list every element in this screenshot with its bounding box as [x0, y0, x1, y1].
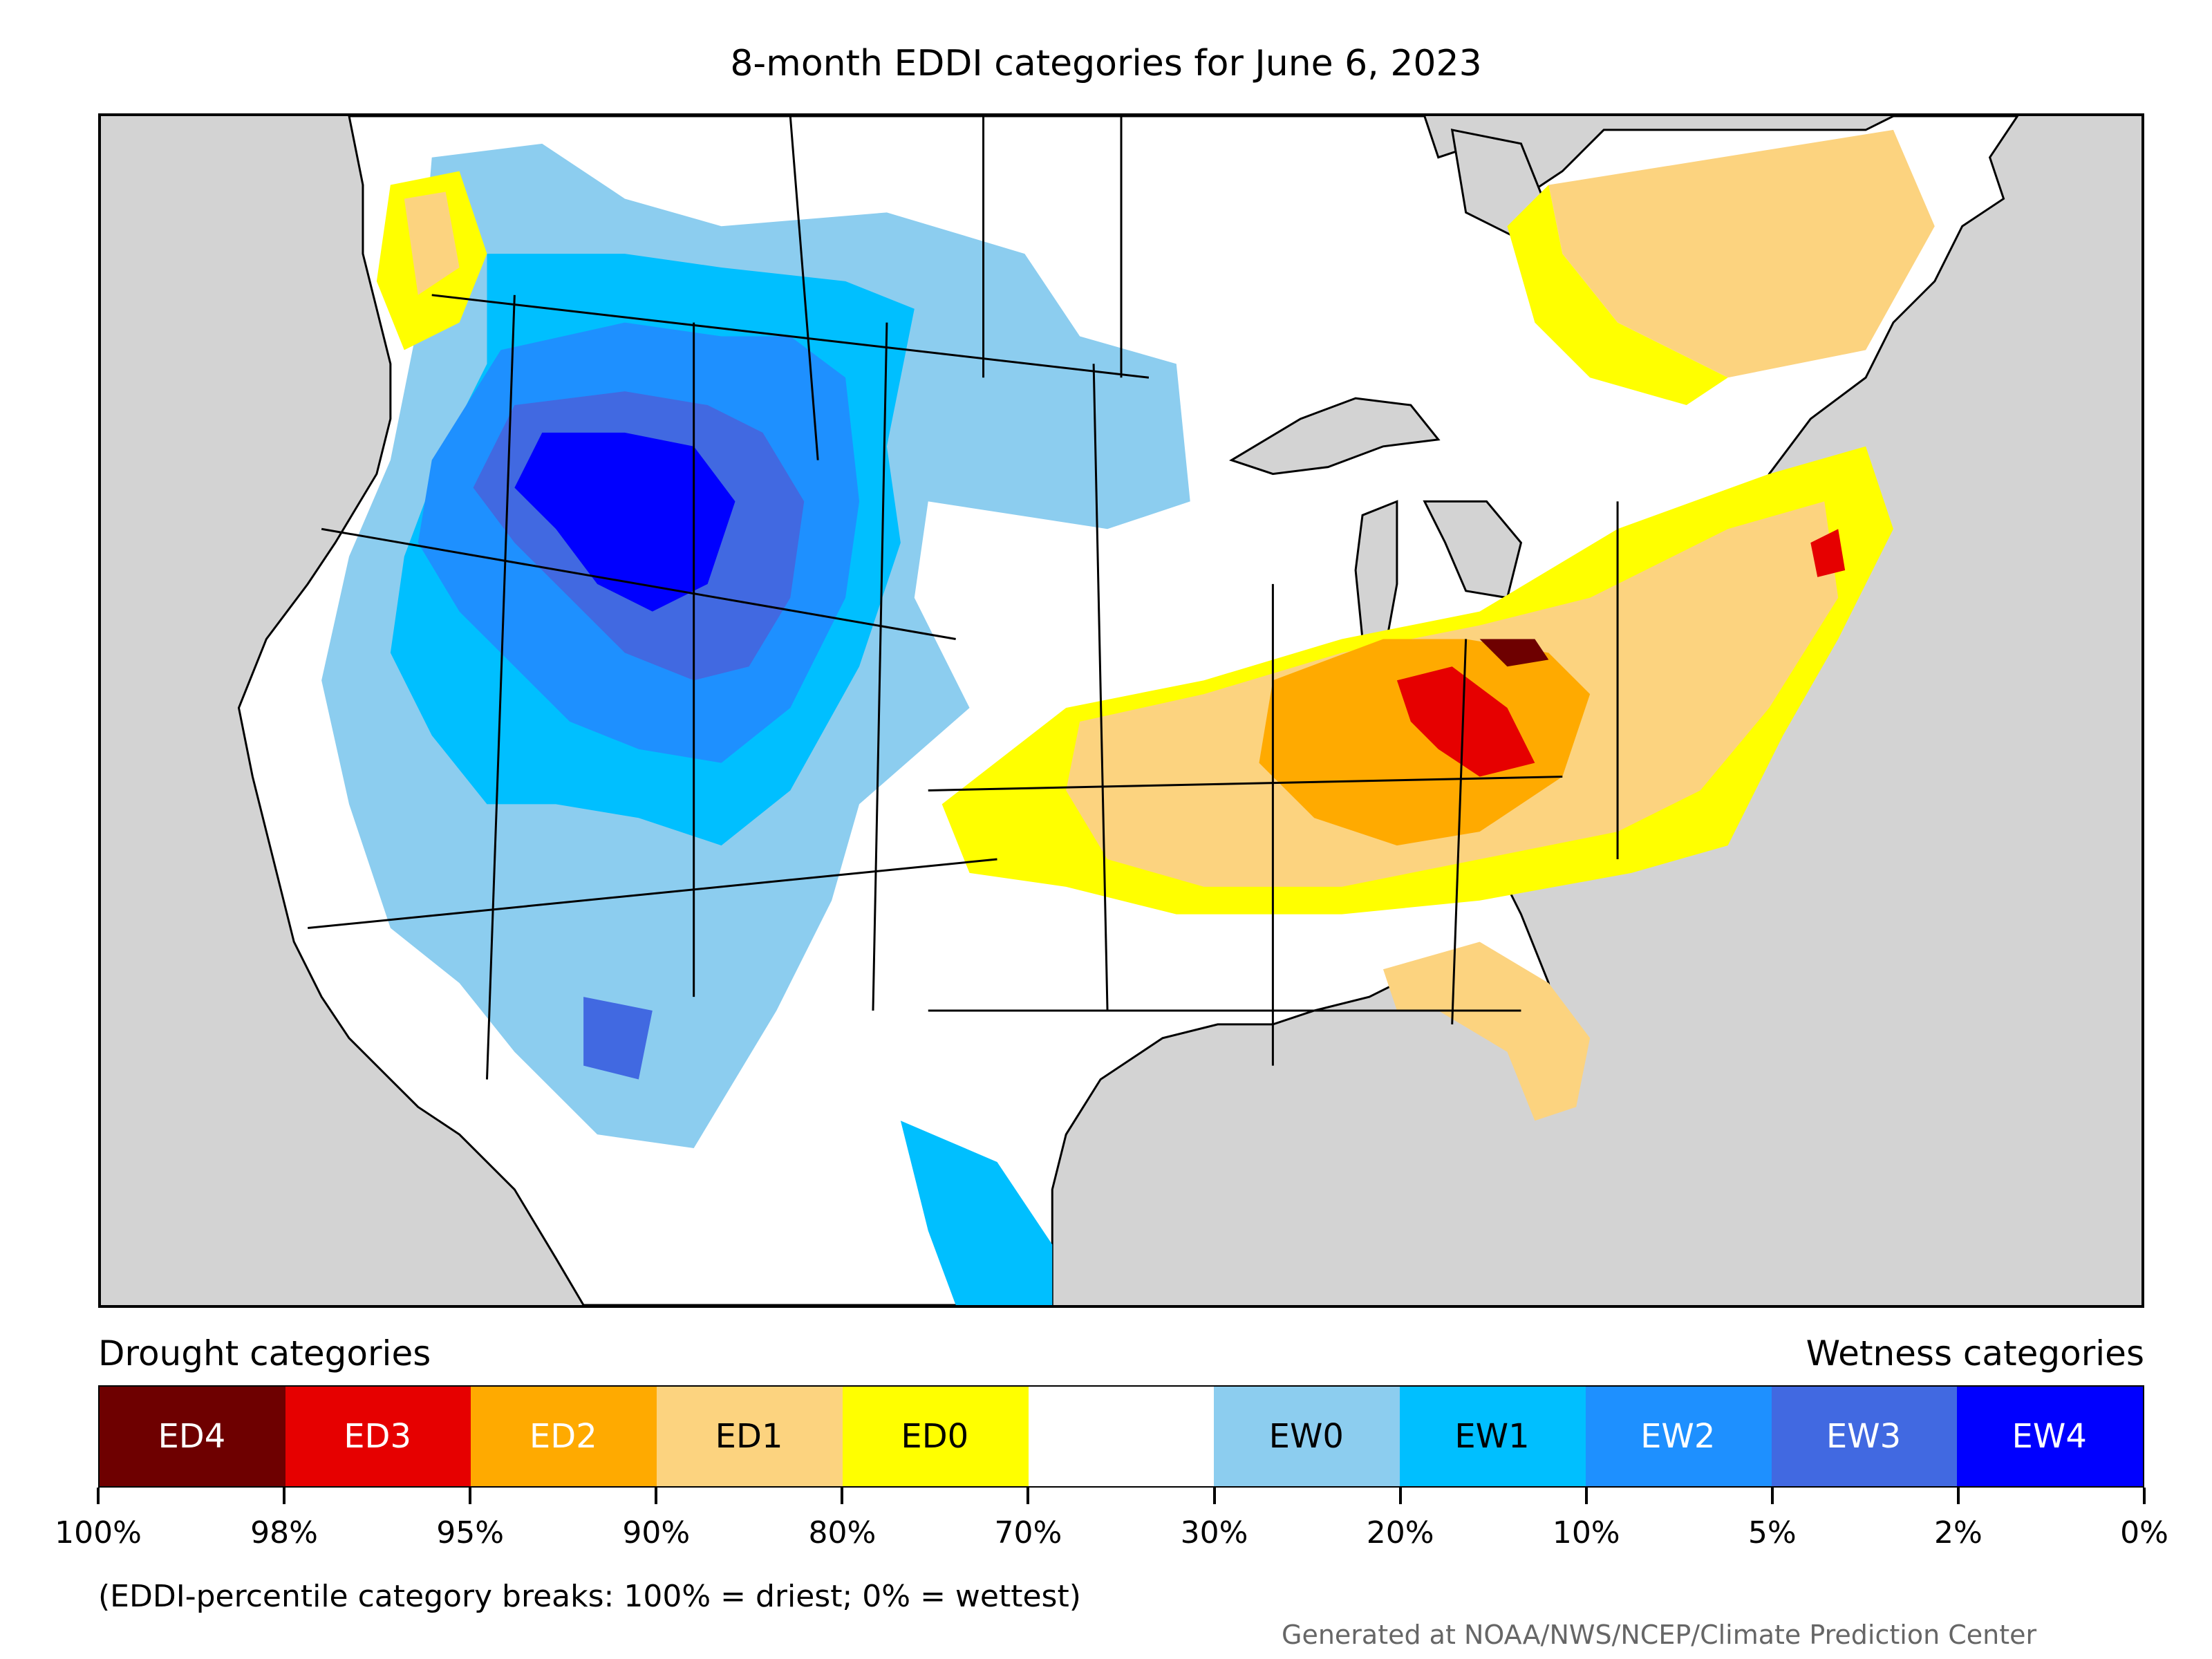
colorbar-tick: [1398, 1488, 1402, 1504]
colorbar-tick: [655, 1488, 658, 1504]
legend-swatch-ew1: EW1: [1400, 1387, 1586, 1486]
colorbar-ticks: [97, 1488, 2146, 1504]
legend-swatch-ew0: EW0: [1214, 1387, 1400, 1486]
colorbar-tick: [97, 1488, 100, 1504]
colorbar-tick-label: 0%: [2120, 1515, 2168, 1550]
drought-categories-heading: Drought categories: [98, 1333, 431, 1374]
region-ed2-ohio-valley: [1259, 639, 1591, 846]
colorbar-tick-label: 5%: [1747, 1515, 1797, 1550]
colorbar-tick-label: 90%: [622, 1515, 691, 1550]
region-ew1-texas-coast: [900, 1121, 1053, 1305]
region-ed1-southeast: [1382, 941, 1591, 1121]
region-ed3-ohio-valley: [1396, 666, 1535, 777]
category-colorbar: ED4 ED3 ED2 ED1 ED0 EW0 EW1 EW2 EW3 EW4: [98, 1385, 2144, 1488]
colorbar-tick-label: 2%: [1934, 1515, 1983, 1550]
colorbar-tick: [1027, 1488, 1030, 1504]
colorbar-tick-label: 100%: [55, 1515, 142, 1550]
eddi-map: [98, 113, 2144, 1308]
legend-swatch-ed4: ED4: [100, 1387, 285, 1486]
region-ed2-new-england: [1810, 529, 1846, 577]
legend-swatch-ed3: ED3: [285, 1387, 471, 1486]
wetness-categories-heading: Wetness categories: [1806, 1333, 2144, 1374]
colorbar-tick-label: 30%: [1180, 1515, 1248, 1550]
colorbar-tick: [1956, 1488, 1960, 1504]
legend-swatch-ew4: EW4: [1957, 1387, 2144, 1486]
colorbar-tick: [1584, 1488, 1588, 1504]
colorbar-tick: [2143, 1488, 2146, 1504]
legend-swatch-ed0: ED0: [842, 1387, 1029, 1486]
category-breaks-note: (EDDI-percentile category breaks: 100% =…: [98, 1579, 1081, 1614]
map-title: 8-month EDDI categories for June 6, 2023: [730, 43, 1482, 84]
colorbar-tick-label: 80%: [808, 1515, 877, 1550]
colorbar-tick: [1770, 1488, 1774, 1504]
legend-swatch-ew3: EW3: [1771, 1387, 1958, 1486]
region-ed4-ohio: [1479, 639, 1549, 667]
colorbar-tick-labels: 100% 98% 95% 90% 80% 70% 30% 20% 10% 5% 2% 0%: [0, 1514, 2212, 1555]
colorbar-tick-label: 98%: [250, 1515, 318, 1550]
colorbar-tick: [1212, 1488, 1216, 1504]
political-borders: [308, 116, 1619, 1080]
colorbar-tick: [283, 1488, 286, 1504]
region-ew3-arizona: [583, 997, 653, 1080]
credit-line: Generated at NOAA/NWS/NCEP/Climate Predi…: [1282, 1620, 2037, 1650]
lake-superior: [1229, 397, 1441, 476]
colorbar-tick-label: 10%: [1552, 1515, 1620, 1550]
map-canvas: [237, 116, 2019, 1305]
legend-swatch-ed2: ED2: [471, 1387, 657, 1486]
region-ed1-quebec: [1548, 129, 1935, 378]
legend-swatch-normal: [1028, 1387, 1215, 1486]
colorbar-tick-label: 70%: [994, 1515, 1062, 1550]
region-ed1-pacific-nw: [404, 191, 460, 295]
colorbar-tick: [841, 1488, 844, 1504]
colorbar-tick: [469, 1488, 472, 1504]
legend-swatch-ed1: ED1: [657, 1387, 843, 1486]
region-ew4-west: [514, 432, 735, 612]
colorbar-tick-label: 20%: [1366, 1515, 1434, 1550]
colorbar-tick-label: 95%: [436, 1515, 505, 1550]
legend-swatch-ew2: EW2: [1585, 1387, 1772, 1486]
